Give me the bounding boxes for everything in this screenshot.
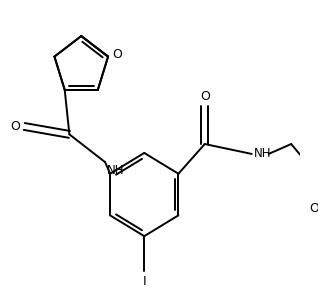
Text: NH: NH xyxy=(254,147,271,161)
Text: I: I xyxy=(142,275,146,288)
Text: O: O xyxy=(201,91,211,103)
Text: O: O xyxy=(112,48,122,61)
Text: O: O xyxy=(309,202,318,215)
Text: O: O xyxy=(11,120,21,133)
Text: NH: NH xyxy=(107,164,124,177)
